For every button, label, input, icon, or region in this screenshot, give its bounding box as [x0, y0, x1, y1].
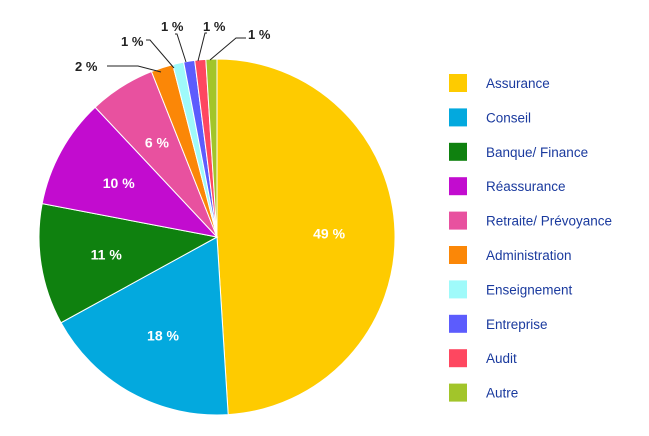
legend-swatch-administration [449, 246, 467, 264]
legend: Assurance Conseil Banque/ Finance Réassuran… [449, 74, 612, 402]
data-label-autre: 1 % [248, 27, 271, 42]
leader-line-entreprise [175, 33, 187, 63]
data-label-retraite-prevoyance: 6 % [145, 134, 170, 150]
pie-slice-assurance [216, 58, 396, 416]
pie-slice-conseil [60, 236, 229, 416]
data-label-administration: 2 % [75, 59, 98, 74]
legend-swatch-conseil [449, 108, 467, 127]
data-label-entreprise: 1 % [161, 19, 184, 34]
data-label-enseignement: 1 % [121, 34, 144, 49]
legend-label-entreprise: Entreprise [486, 317, 548, 332]
data-label-assurance: 49 % [313, 226, 345, 242]
slice-labels: 49 % 18 % 11 % 10 % 6 % 2 % 1 % 1 % 1 % 1 % [75, 19, 346, 343]
leader-line-administration [107, 65, 162, 73]
legend-swatch-banque-finance [449, 142, 467, 161]
data-label-audit: 1 % [203, 19, 226, 34]
legend-label-autre: Autre [486, 386, 518, 401]
legend-label-audit: Audit [486, 351, 517, 366]
legend-label-conseil: Conseil [486, 110, 531, 125]
pie-slice-reassurance [41, 106, 219, 238]
data-label-banque-finance: 11 % [91, 247, 123, 263]
leader-line-enseignement [146, 39, 175, 69]
legend-swatch-assurance [449, 74, 467, 92]
legend-label-banque-finance: Banque/ Finance [486, 145, 588, 160]
legend-label-administration: Administration [486, 248, 572, 263]
legend-swatch-reassurance [449, 177, 467, 196]
leader-lines [107, 32, 246, 73]
pie-slice-banque-finance [38, 203, 219, 324]
data-label-reassurance: 10 % [103, 175, 135, 191]
legend-label-retraite-prevoyance: Retraite/ Prévoyance [486, 214, 612, 229]
leader-line-autre [209, 37, 246, 61]
legend-swatch-enseignement [449, 280, 467, 299]
legend-swatch-autre [449, 383, 467, 402]
legend-label-reassurance: Réassurance [486, 179, 566, 194]
leader-line-audit [197, 32, 207, 62]
data-label-conseil: 18 % [147, 327, 179, 343]
legend-swatch-retraite-prevoyance [449, 211, 467, 230]
legend-swatch-entreprise [449, 314, 467, 333]
legend-label-enseignement: Enseignement [486, 282, 573, 297]
legend-label-assurance: Assurance [486, 76, 550, 91]
pie-slices [38, 58, 396, 416]
legend-swatch-audit [449, 349, 467, 368]
